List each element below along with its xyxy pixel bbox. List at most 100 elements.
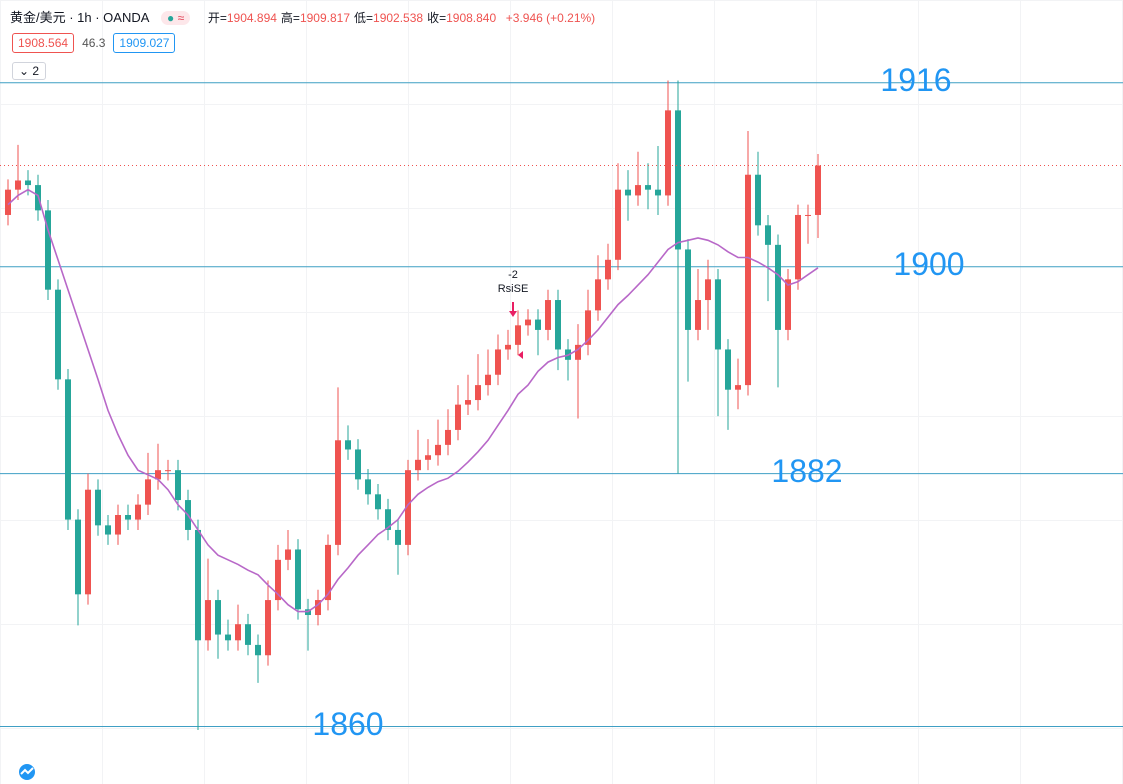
candle-body bbox=[125, 515, 131, 520]
candle-body bbox=[795, 214, 801, 280]
candle-body bbox=[705, 279, 711, 301]
candle-body bbox=[455, 404, 461, 430]
candle-body bbox=[585, 310, 591, 345]
candle-body bbox=[805, 214, 811, 216]
candle-body bbox=[695, 300, 701, 330]
candle-body bbox=[465, 400, 471, 405]
candle-body bbox=[495, 349, 501, 375]
candle-body bbox=[25, 180, 31, 186]
candle-body bbox=[175, 470, 181, 501]
candle-body bbox=[145, 479, 151, 505]
candle-body bbox=[95, 489, 101, 526]
candle-body bbox=[775, 244, 781, 330]
candle-body bbox=[105, 525, 111, 535]
candle-body bbox=[485, 374, 491, 386]
candle-body bbox=[165, 470, 171, 472]
candle-body bbox=[635, 185, 641, 196]
candle-body bbox=[385, 509, 391, 530]
candle-body bbox=[75, 519, 81, 595]
candle-body bbox=[195, 529, 201, 641]
level-label: 1916 bbox=[880, 62, 951, 98]
ohlc-label: 开= bbox=[207, 11, 227, 25]
level-label: 1900 bbox=[893, 246, 964, 282]
candle-body bbox=[535, 319, 541, 330]
candle-body bbox=[215, 600, 221, 635]
status-badge[interactable]: ● ≈ bbox=[161, 11, 191, 25]
logo[interactable] bbox=[14, 762, 40, 780]
candle-body bbox=[655, 189, 661, 196]
candle-body bbox=[625, 189, 631, 196]
ohlc-value: 1909.817 bbox=[299, 11, 350, 25]
ask[interactable]: 1909.027 bbox=[113, 33, 176, 53]
ohlc-label: 高= bbox=[280, 11, 300, 25]
candle-body bbox=[415, 459, 421, 471]
candle-body bbox=[335, 440, 341, 545]
quote-row: 1908.564 46.3 1909.027 bbox=[12, 33, 176, 53]
candle-body bbox=[515, 325, 521, 345]
ohlc-label: 低= bbox=[354, 11, 374, 25]
legend-header: 黄金/美元 · 1h · OANDA ● ≈ 开=1904.894 高=1909.… bbox=[10, 7, 595, 26]
candle-body bbox=[295, 549, 301, 610]
candle-body bbox=[615, 189, 621, 260]
candle-body bbox=[315, 600, 321, 616]
candle-body bbox=[55, 289, 61, 380]
ohlc-value: 1902.538 bbox=[373, 11, 424, 25]
candle-body bbox=[595, 279, 601, 311]
candle-body bbox=[15, 180, 21, 190]
candle-body bbox=[345, 440, 351, 450]
candle-body bbox=[575, 344, 581, 360]
signal-label: RsiSE bbox=[498, 283, 529, 295]
candle-body bbox=[555, 300, 561, 350]
candle-body bbox=[605, 259, 611, 280]
candle-body bbox=[685, 249, 691, 330]
candle-body bbox=[645, 185, 651, 190]
symbol: 黄金/美元 · 1h · OANDA bbox=[10, 10, 150, 25]
spread: 46.3 bbox=[82, 36, 106, 50]
candle-body bbox=[445, 429, 451, 445]
change: +3.946 (+0.21%) bbox=[505, 11, 596, 25]
candle-body bbox=[265, 600, 271, 656]
bid[interactable]: 1908.564 bbox=[12, 33, 75, 53]
candle-body bbox=[205, 600, 211, 641]
candle-body bbox=[225, 634, 231, 641]
ohlc-value: 1908.840 bbox=[446, 11, 497, 25]
signal-arrow bbox=[509, 302, 517, 317]
candle-body bbox=[355, 449, 361, 480]
candle-body bbox=[255, 644, 261, 656]
candle-body bbox=[715, 279, 721, 350]
candle-body bbox=[435, 444, 441, 456]
level-label: 1882 bbox=[771, 453, 842, 489]
ohlc-value: 1904.894 bbox=[226, 11, 277, 25]
indicator-toggle[interactable]: ⌄ 2 bbox=[12, 62, 47, 80]
candle-body bbox=[765, 225, 771, 245]
candle-body bbox=[745, 174, 751, 386]
candle-body bbox=[425, 455, 431, 460]
indicator-count: 2 bbox=[32, 64, 40, 78]
candle-body bbox=[665, 110, 671, 196]
candle-body bbox=[85, 489, 91, 595]
candle-body bbox=[815, 165, 821, 215]
candle-body bbox=[475, 385, 481, 401]
candle-body bbox=[505, 344, 511, 350]
candle-body bbox=[155, 470, 161, 480]
candle-body bbox=[675, 110, 681, 250]
candle-body bbox=[45, 210, 51, 290]
candle-body bbox=[65, 379, 71, 520]
candle-body bbox=[725, 349, 731, 390]
moving-average bbox=[7, 188, 819, 613]
candle-body bbox=[135, 504, 141, 520]
ohlc-label: 收= bbox=[427, 11, 447, 25]
candle-body bbox=[285, 549, 291, 560]
candle-body bbox=[365, 479, 371, 495]
candle-body bbox=[375, 494, 381, 510]
candle-body bbox=[785, 279, 791, 330]
candle-body bbox=[325, 544, 331, 601]
candle-body bbox=[275, 559, 281, 601]
candle-body bbox=[5, 189, 11, 215]
candle-body bbox=[235, 624, 241, 641]
candle-body bbox=[395, 529, 401, 545]
signal-marker bbox=[518, 351, 523, 359]
candle-body bbox=[545, 300, 551, 330]
